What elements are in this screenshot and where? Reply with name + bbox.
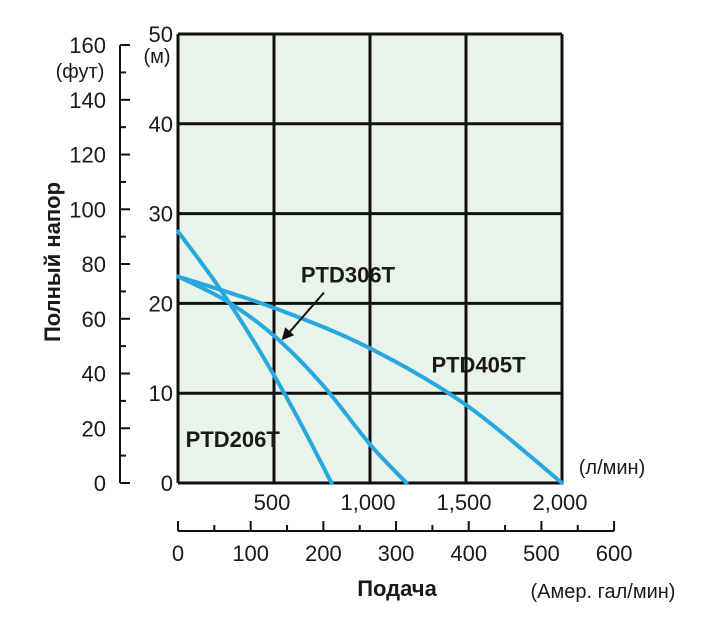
y-tick-label-ft: 60 [82,307,106,332]
y-tick-label-m: 20 [149,291,173,316]
y-tick-label-m: 10 [149,381,173,406]
y-unit-ft: (фут) [56,61,105,83]
x-tick-label-gpm: 0 [172,541,184,566]
curve-ptd405t [176,274,564,485]
x-unit-gpm: (Амер. гал/мин) [531,581,676,603]
x-tick-label-gpm: 400 [450,541,487,566]
y-axis-title: Полный напор [40,182,65,342]
y-tick-label-ft: 160 [69,33,106,58]
y-tick-label-m: 50 [149,22,173,47]
series-curves [176,229,564,485]
x-tick-label-gpm: 300 [378,541,415,566]
y-tick-label-m: 30 [149,202,173,227]
y-unit-m: (м) [143,46,170,68]
x-unit-lpm: (л/мин) [579,457,646,479]
y-tick-label-ft: 140 [69,88,106,113]
x-tick-label-lpm: 500 [254,490,291,515]
x-tick-label-gpm: 600 [596,541,633,566]
x-tick-label-gpm: 100 [232,541,269,566]
y-tick-label-ft: 20 [82,416,106,441]
curve-ptd306t [176,274,409,485]
axes: 500 1,000 1,500 2,000(л/мин)0 100 200 300 400 50… [56,22,676,603]
x-tick-label-gpm: 500 [523,541,560,566]
y-tick-label-ft: 40 [82,362,106,387]
y-tick-label-ft: 120 [69,143,106,168]
annotation-arrow-head [281,327,295,341]
grid [176,32,564,485]
x-tick-label-gpm: 200 [305,541,342,566]
series-labels: PTD206T PTD306T PTD405T [186,263,526,452]
series-label-ptd405t: PTD405T [431,353,526,378]
y-tick-label-m: 40 [149,112,173,137]
x-tick-label-lpm: 2,000 [532,490,587,515]
x-tick-label-lpm: 1,000 [340,490,395,515]
y-tick-label-m: 0 [161,471,173,496]
annotation-arrow-line [286,291,325,335]
curve-ptd206t [176,229,334,485]
y-tick-label-ft: 80 [82,252,106,277]
series-label-ptd206t: PTD206T [186,427,281,452]
x-tick-label-lpm: 1,500 [436,490,491,515]
series-label-ptd306t: PTD306T [301,263,396,288]
y-tick-label-ft: 0 [94,471,106,496]
y-tick-label-ft: 100 [69,197,106,222]
x-axis-title: Подача [357,576,437,601]
